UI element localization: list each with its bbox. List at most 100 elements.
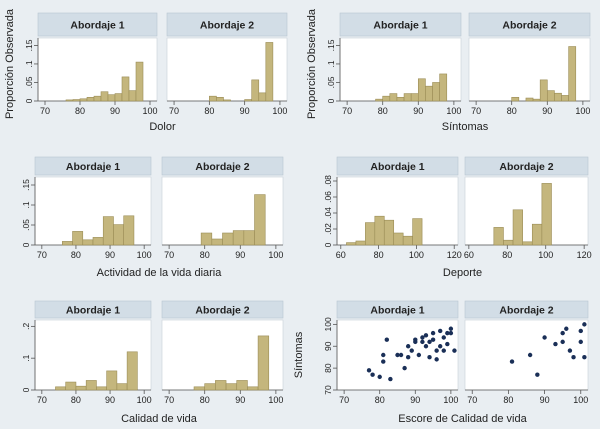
- panel-strip: [468, 12, 591, 37]
- y-tick-label: .1: [21, 354, 31, 361]
- y-tick-label: 0: [21, 242, 31, 247]
- panel-title: Abordaje 1: [370, 305, 424, 317]
- histogram-bar: [522, 241, 533, 246]
- histogram-bar: [121, 76, 130, 102]
- histogram-bar: [389, 93, 398, 102]
- histogram-bar: [209, 95, 217, 102]
- histogram-bar: [65, 381, 77, 391]
- histogram-bar: [128, 90, 137, 102]
- chart-4: Abordaje 160 80 100 1200.02.04.06.08Abordaj…: [323, 156, 592, 279]
- scatter-point: [423, 344, 429, 349]
- scatter-point: [438, 344, 443, 349]
- scatter-point: [553, 341, 558, 347]
- histogram-bar: [417, 78, 426, 102]
- y-tick-label: .15: [326, 39, 336, 51]
- histogram-bar: [65, 99, 74, 102]
- panel-1: Abordaje 1 70 80 90 100 0 .05 .1 .15: [326, 12, 462, 116]
- scatter-point: [448, 330, 454, 336]
- panel-2: Abordaje 2 70 80 90 100: [468, 12, 591, 116]
- x-tick-label: 100: [272, 106, 287, 116]
- histogram-bar: [193, 386, 206, 391]
- histogram-bar: [116, 383, 128, 391]
- x-tick-label: 90: [540, 395, 550, 405]
- histogram-bar: [100, 91, 109, 102]
- x-tick-label: 120: [577, 250, 592, 260]
- histogram-bar: [512, 209, 523, 246]
- x-tick-label: 90: [105, 395, 115, 405]
- scatter-point: [366, 368, 372, 373]
- x-tick-label: 90: [235, 395, 245, 405]
- panel-title: Abordaje 1: [66, 161, 120, 173]
- panel-2: Abordaje 2 70 80 90 100: [161, 300, 283, 405]
- x-tick-label: 80: [374, 250, 384, 260]
- x-tick-label: 90: [105, 250, 115, 260]
- scatter-point: [388, 376, 393, 382]
- histogram-bar: [410, 93, 419, 102]
- x-tick-label: 80: [502, 250, 512, 260]
- x-tick-label: 90: [410, 395, 420, 405]
- histogram-bar: [211, 238, 223, 246]
- scatter-point: [441, 335, 446, 340]
- histogram-bar: [432, 82, 440, 102]
- histogram-bar: [215, 380, 227, 391]
- scatter-point: [402, 365, 407, 371]
- histogram-bar: [204, 383, 216, 391]
- histogram-bar: [107, 94, 116, 102]
- scatter-point: [395, 352, 400, 358]
- histogram-bar: [114, 93, 123, 102]
- chart-3: Abordaje 1 70 80 90 100 0 .05 .1 .15 Abordaje 2 70…: [21, 156, 284, 279]
- y-axis-title: Proporción Observada: [4, 8, 16, 119]
- histogram-bar: [375, 98, 384, 102]
- histogram-bar: [123, 215, 135, 246]
- scatter-point: [535, 372, 540, 377]
- histogram-bar: [561, 95, 569, 102]
- x-tick-label: 100: [443, 395, 458, 405]
- chart-2: Abordaje 1 70 80 90 100 0 .05 .1 .15 Abordaje 2 70…: [306, 8, 590, 133]
- y-tick-label: .1: [326, 60, 336, 67]
- histogram-bar: [374, 215, 385, 246]
- histogram-bar: [511, 96, 520, 102]
- panel-title: Abordaje 1: [66, 305, 120, 317]
- histogram-bar: [126, 351, 138, 391]
- y-tick-label: .1: [24, 60, 34, 67]
- x-axis-title: Dolor: [149, 121, 176, 133]
- histogram-bar: [216, 96, 224, 102]
- scatter-point: [578, 328, 583, 334]
- panel-strip: [339, 12, 462, 37]
- x-tick-label: 80: [75, 106, 85, 116]
- scatter-point: [445, 330, 450, 336]
- histogram-bar: [396, 96, 405, 102]
- panel-2: Abordaje 2 60 80 100 120: [464, 156, 592, 260]
- y-tick-label: 0: [24, 98, 34, 103]
- panel-strip: [161, 156, 284, 176]
- x-tick-label: 100: [268, 250, 283, 260]
- scatter-point: [381, 359, 386, 364]
- panel-strip: [166, 12, 288, 37]
- y-tick-label: 0: [21, 387, 31, 392]
- histogram-bar: [546, 90, 555, 102]
- panel-2: Abordaje 2 70 80 90 100: [464, 300, 589, 405]
- y-axis-title: Síntomas: [293, 331, 305, 378]
- scatter-point: [445, 341, 450, 347]
- scatter-point: [567, 348, 573, 353]
- histogram-bar: [532, 98, 541, 102]
- x-tick-label: 70: [339, 395, 349, 405]
- panel-strip: [464, 156, 589, 176]
- x-tick-label: 90: [542, 106, 552, 116]
- histogram-bar: [382, 95, 391, 102]
- x-tick-label: 60: [336, 250, 346, 260]
- panel-title: Abordaje 1: [370, 161, 424, 173]
- histogram-bar: [106, 370, 118, 391]
- histogram-bar: [232, 230, 245, 246]
- x-tick-label: 90: [235, 250, 245, 260]
- scatter-point: [542, 335, 547, 340]
- histogram-bar: [365, 222, 376, 246]
- histogram-bar: [393, 232, 404, 246]
- scatter-point: [509, 359, 515, 364]
- x-tick-label: 80: [71, 395, 81, 405]
- y-tick-label: .08: [323, 175, 333, 187]
- histogram-bar: [93, 95, 102, 102]
- y-tick-label: 100: [323, 317, 333, 331]
- histogram-bar: [61, 241, 73, 246]
- x-tick-label: 90: [110, 106, 120, 116]
